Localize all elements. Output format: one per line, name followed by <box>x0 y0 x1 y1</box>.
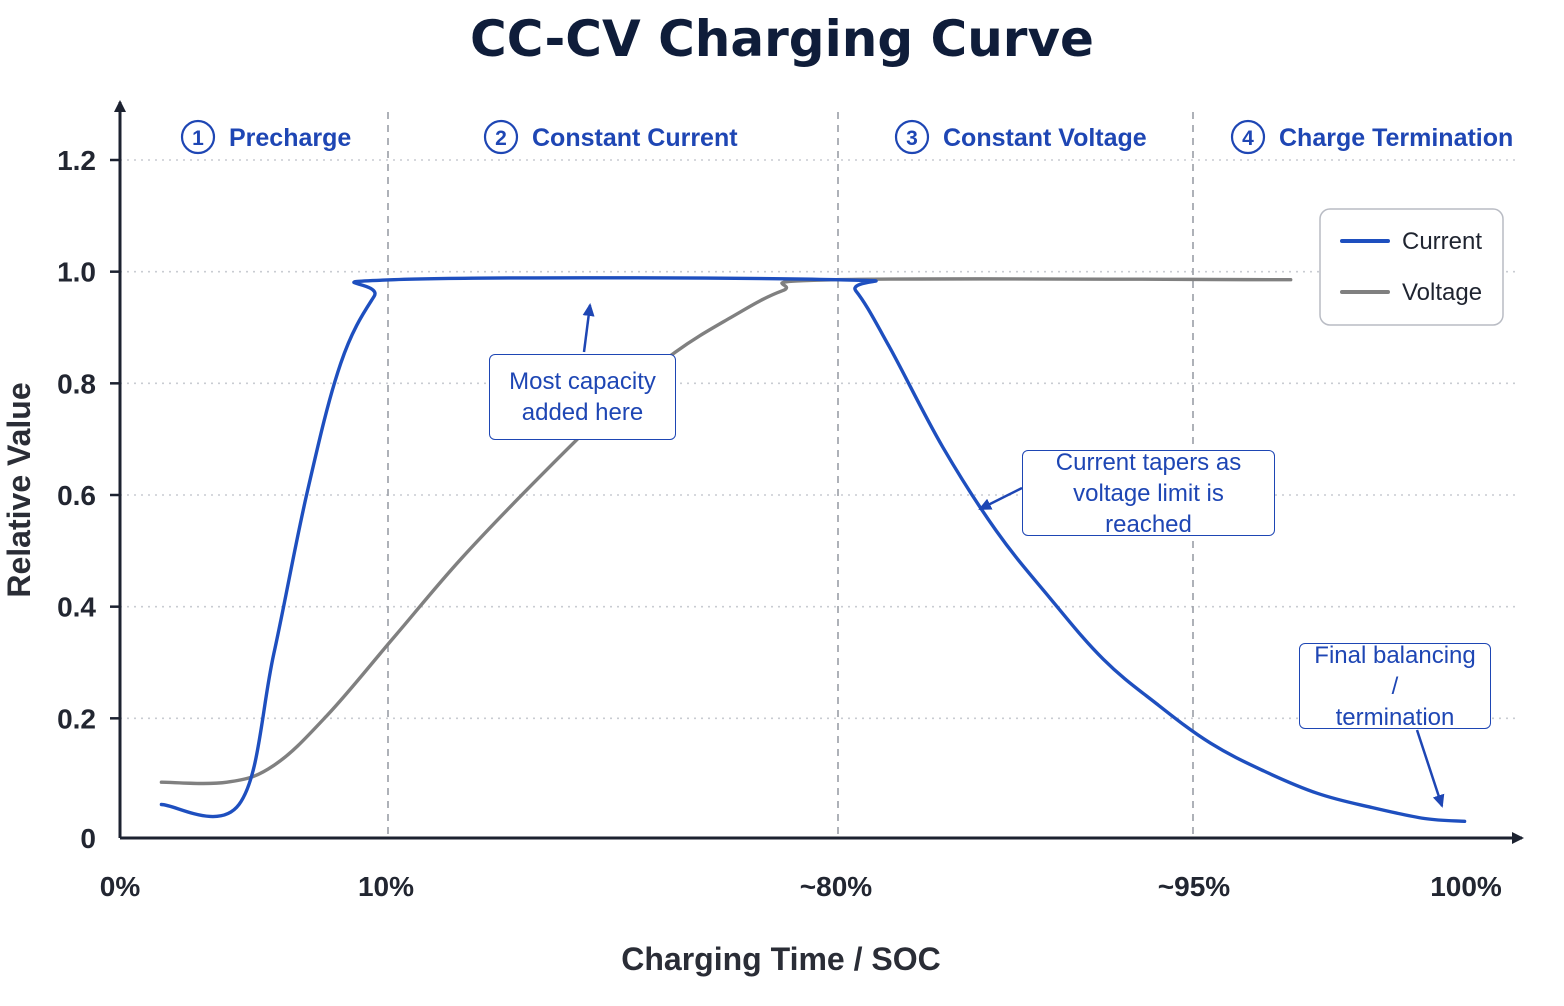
annotation-final-balancing: Final balancing / termination <box>1299 641 1491 731</box>
phase-number: 1 <box>192 127 204 150</box>
phase-headers: 1 Precharge 2 Constant Current 3 Constant Vol… <box>180 119 1513 155</box>
phase-label: Constant Current <box>532 124 738 152</box>
phase-label: Charge Termination <box>1279 124 1513 152</box>
annotation-line: voltage limit is reached <box>1073 479 1224 538</box>
x-tick-label: ~80% <box>800 871 872 902</box>
x-tick-label: ~95% <box>1158 871 1230 902</box>
x-tick-label: 10% <box>358 871 414 902</box>
annotation-current-tapers: Current tapers as voltage limit is reach… <box>1022 448 1275 538</box>
phase-label: Constant Voltage <box>943 124 1147 152</box>
annotation-line: Most capacity <box>509 368 656 395</box>
legend-label-current: Current <box>1402 228 1482 255</box>
phase-number: 2 <box>495 127 507 150</box>
legend-label-voltage: Voltage <box>1402 279 1482 306</box>
series-lines <box>159 276 1467 823</box>
phase-number-badge <box>180 119 216 155</box>
x-tick-labels: 0% 10% ~80% ~95% 100% <box>100 871 1502 902</box>
annotation-line: termination <box>1335 703 1455 731</box>
phase-number: 4 <box>1242 127 1254 150</box>
phase-dividers <box>387 112 1194 838</box>
y-tick-label: 0.2 <box>57 703 96 734</box>
phase-number-badge <box>1230 119 1266 155</box>
x-tick-label: 0% <box>100 871 141 902</box>
series-line-current <box>159 276 1467 823</box>
phase-number: 3 <box>906 127 918 150</box>
grid-lines <box>110 158 1515 720</box>
x-axis-label: Charging Time / SOC <box>621 941 940 977</box>
y-tick-labels: 0 0.2 0.4 0.6 0.8 1.0 1.2 <box>57 145 96 854</box>
y-tick-label: 0.4 <box>57 592 96 623</box>
legend: Current Voltage <box>1319 208 1504 326</box>
y-tick-label: 1.2 <box>57 145 96 176</box>
y-tick-label: 1.0 <box>57 257 96 288</box>
phase-number-badge <box>894 119 930 155</box>
annotation-line: Current tapers as <box>1055 448 1242 476</box>
annotation-most-capacity: Most capacity added here <box>489 354 676 440</box>
y-tick-label: 0 <box>80 823 96 854</box>
annotation-arrows <box>582 303 1445 808</box>
phase-number-badge <box>483 119 519 155</box>
arrow-current-tapers <box>978 486 1023 511</box>
y-tick-label: 0.8 <box>57 368 96 399</box>
arrow-most-capacity <box>582 303 595 353</box>
phase-label: Precharge <box>229 124 351 152</box>
x-tick-label: 100% <box>1430 871 1502 902</box>
arrow-final-balancing <box>1415 729 1445 808</box>
y-axis-label: Relative Value <box>1 382 37 597</box>
annotation-line: Final balancing / <box>1314 641 1476 700</box>
legend-box <box>1319 208 1504 326</box>
axes <box>114 100 1524 844</box>
annotation-line: added here <box>521 399 644 426</box>
chart-title: CC-CV Charging Curve <box>470 10 1094 68</box>
y-tick-label: 0.6 <box>57 480 96 511</box>
